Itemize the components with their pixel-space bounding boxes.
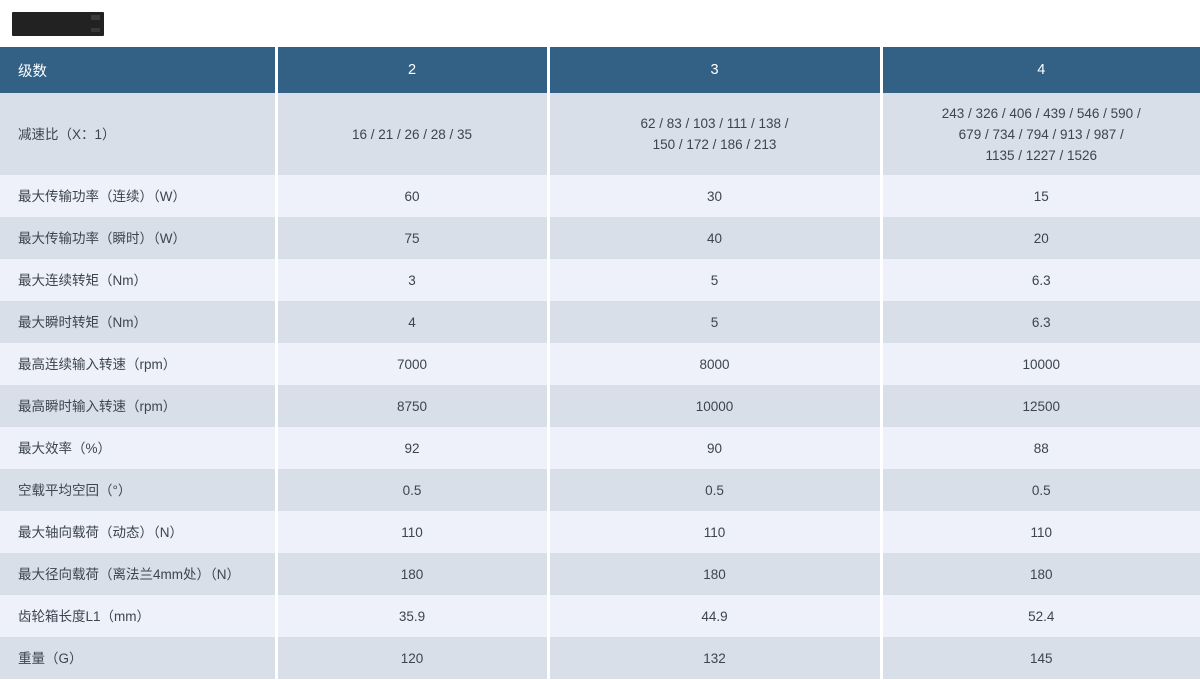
table-row: 最大径向载荷（离法兰4mm处）（N） 180 180 180 [0, 553, 1200, 595]
row-label: 最大连续转矩（Nm） [0, 259, 278, 301]
row-value-stage-3: 5 [548, 259, 883, 301]
row-value-stage-4: 110 [881, 511, 1200, 553]
table-row: 重量（G） 120 132 145 [0, 637, 1200, 679]
row-value-stage-3: 110 [548, 511, 883, 553]
table-row: 最大瞬时转矩（Nm） 4 5 6.3 [0, 301, 1200, 343]
table-body: 减速比（X：1） 16 / 21 / 26 / 28 / 35 62 / 83 / … [0, 93, 1200, 679]
row-value-stage-3: 40 [548, 217, 883, 259]
row-label: 空载平均空回（°） [0, 469, 278, 511]
row-value-stage-3: 180 [548, 553, 883, 595]
row-value-stage-2: 92 [276, 427, 550, 469]
row-value-stage-4: 6.3 [881, 259, 1200, 301]
row-value-stage-2: 35.9 [276, 595, 550, 637]
table-row: 空载平均空回（°） 0.5 0.5 0.5 [0, 469, 1200, 511]
row-label: 最大瞬时转矩（Nm） [0, 301, 278, 343]
table-row: 齿轮箱长度L1（mm） 35.9 44.9 52.4 [0, 595, 1200, 637]
row-value-stage-3: 5 [548, 301, 883, 343]
row-value-stage-2: 16 / 21 / 26 / 28 / 35 [276, 93, 550, 175]
row-label: 减速比（X：1） [0, 93, 278, 175]
column-header-stage-3: 3 [548, 47, 883, 93]
row-label: 重量（G） [0, 637, 278, 679]
page-title-area: 减速机参数 [0, 0, 1200, 47]
row-value-stage-2: 0.5 [276, 469, 550, 511]
row-value-stage-4: 20 [881, 217, 1200, 259]
row-label: 齿轮箱长度L1（mm） [0, 595, 278, 637]
row-value-stage-3: 44.9 [548, 595, 883, 637]
row-label: 最大径向载荷（离法兰4mm处）（N） [0, 553, 278, 595]
row-label: 最大传输功率（瞬时）（W） [0, 217, 278, 259]
row-value-stage-4: 15 [881, 175, 1200, 217]
row-value-stage-4: 0.5 [881, 469, 1200, 511]
row-value-stage-3: 8000 [548, 343, 883, 385]
table-row: 最大效率（%） 92 90 88 [0, 427, 1200, 469]
row-value-stage-3: 62 / 83 / 103 / 111 / 138 / 150 / 172 / … [548, 93, 883, 175]
row-value-stage-2: 75 [276, 217, 550, 259]
row-value-stage-4: 145 [881, 637, 1200, 679]
row-label: 最大效率（%） [0, 427, 278, 469]
table-row: 最大传输功率（瞬时）（W） 75 40 20 [0, 217, 1200, 259]
column-header-stages-label: 级数 [0, 47, 278, 93]
row-value-stage-3: 10000 [548, 385, 883, 427]
row-label: 最高连续输入转速（rpm） [0, 343, 278, 385]
row-value-stage-4: 243 / 326 / 406 / 439 / 546 / 590 / 679 … [881, 93, 1200, 175]
row-value-stage-2: 60 [276, 175, 550, 217]
row-value-stage-3: 132 [548, 637, 883, 679]
row-value-stage-3: 30 [548, 175, 883, 217]
row-value-stage-2: 7000 [276, 343, 550, 385]
row-value-stage-2: 4 [276, 301, 550, 343]
row-value-stage-4: 12500 [881, 385, 1200, 427]
row-value-stage-4: 6.3 [881, 301, 1200, 343]
table-header-row: 级数 2 3 4 [0, 47, 1200, 93]
row-value-stage-4: 52.4 [881, 595, 1200, 637]
row-label: 最高瞬时输入转速（rpm） [0, 385, 278, 427]
row-value-stage-3: 0.5 [548, 469, 883, 511]
row-label: 最大轴向载荷（动态）（N） [0, 511, 278, 553]
table-row: 最高连续输入转速（rpm） 7000 8000 10000 [0, 343, 1200, 385]
row-value-stage-3: 90 [548, 427, 883, 469]
row-value-stage-4: 180 [881, 553, 1200, 595]
gearbox-specification-table: 级数 2 3 4 减速比（X：1） 16 / 21 / 26 / 28 / 35 6… [0, 47, 1200, 679]
table-header: 级数 2 3 4 [0, 47, 1200, 93]
table-row: 最大轴向载荷（动态）（N） 110 110 110 [0, 511, 1200, 553]
row-value-stage-2: 3 [276, 259, 550, 301]
table-row: 最大连续转矩（Nm） 3 5 6.3 [0, 259, 1200, 301]
column-header-stage-4: 4 [881, 47, 1200, 93]
row-value-stage-2: 110 [276, 511, 550, 553]
table-row: 减速比（X：1） 16 / 21 / 26 / 28 / 35 62 / 83 / … [0, 93, 1200, 175]
row-value-stage-2: 120 [276, 637, 550, 679]
row-value-stage-4: 10000 [881, 343, 1200, 385]
row-label: 最大传输功率（连续）（W） [0, 175, 278, 217]
table-row: 最大传输功率（连续）（W） 60 30 15 [0, 175, 1200, 217]
row-value-stage-2: 180 [276, 553, 550, 595]
row-value-stage-2: 8750 [276, 385, 550, 427]
page-title-redacted: 减速机参数 [12, 12, 104, 36]
column-header-stage-2: 2 [276, 47, 550, 93]
table-row: 最高瞬时输入转速（rpm） 8750 10000 12500 [0, 385, 1200, 427]
row-value-stage-4: 88 [881, 427, 1200, 469]
